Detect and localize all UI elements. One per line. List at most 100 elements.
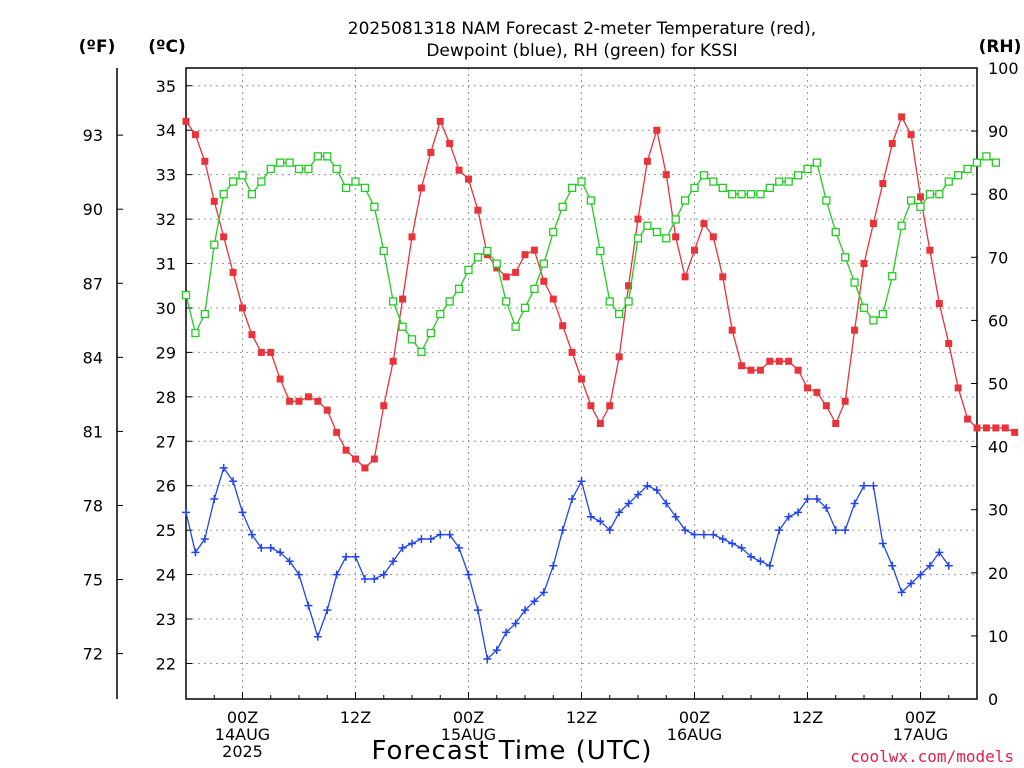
temperature-point [248, 331, 256, 339]
dewpoint-point [794, 508, 803, 517]
dewpoint-point [812, 495, 821, 504]
dewpoint-point [568, 495, 577, 504]
dewpoint-point [492, 646, 501, 655]
dewpoint-point [596, 517, 605, 526]
dewpoint-point [652, 486, 661, 495]
temperature-point [634, 215, 642, 223]
dewpoint-point [389, 557, 398, 566]
rh-point [615, 309, 624, 319]
rh-point [643, 221, 652, 230]
rh-point [906, 196, 916, 205]
dewpoint-point [888, 561, 897, 570]
celsius-tick-label: 31 [156, 255, 176, 274]
rh-point [972, 158, 982, 167]
rh-point [266, 164, 275, 174]
dewpoint-point [586, 512, 595, 521]
temperature-point [408, 233, 416, 241]
rh-point [859, 303, 869, 312]
rh-point [765, 183, 774, 193]
dewpoint-point [483, 655, 492, 664]
dewpoint-point [464, 570, 473, 579]
rh-point [341, 183, 351, 193]
temperature-point [229, 268, 237, 276]
dewpoint-point [539, 588, 548, 597]
dewpoint-point [191, 548, 200, 557]
dewpoint-point [200, 535, 209, 544]
temperature-point [304, 393, 312, 401]
temperature-point [917, 193, 924, 201]
rh-tick-label: 20 [988, 564, 1008, 583]
rh-point [888, 272, 897, 281]
rh-point [370, 202, 379, 211]
temperature-point [945, 340, 953, 348]
rh-point [219, 190, 228, 199]
rh-point [586, 196, 596, 205]
dewpoint-point [370, 575, 379, 584]
temperature-point [973, 424, 981, 432]
axis-ticks: 222324252627282930313233343500Z14AUG2025… [83, 59, 1019, 761]
rh-point [407, 335, 417, 344]
temperature-point [286, 397, 294, 405]
dewpoint-point [897, 588, 906, 597]
rh-point [492, 259, 501, 268]
dewpoint-point [530, 597, 539, 606]
temperature-point [766, 357, 774, 365]
rh-point [257, 177, 266, 186]
rh-point [417, 347, 426, 357]
dewpoint-point [709, 530, 718, 539]
rh-point [624, 297, 633, 306]
celsius-tick-label: 32 [156, 210, 176, 229]
rh-point [351, 177, 360, 186]
temperature-point [342, 446, 350, 454]
fahrenheit-tick-label: 72 [83, 645, 103, 664]
dewpoint-point [718, 535, 727, 544]
dewpoint-point [577, 477, 586, 486]
rh-point [737, 190, 746, 199]
temperature-point [295, 397, 303, 405]
temperature-point [436, 117, 444, 125]
dewpoint-point [643, 481, 652, 490]
dewpoint-point [681, 526, 690, 535]
temperature-point [201, 157, 209, 165]
rh-point [436, 309, 445, 319]
rh-point [539, 259, 548, 268]
temperature-point [804, 384, 811, 392]
rh-point [323, 152, 332, 161]
dewpoint-point [841, 526, 850, 535]
rh-point [304, 164, 313, 174]
temperature-point [220, 233, 228, 241]
rh-point [313, 152, 322, 161]
temperature-point [417, 184, 425, 192]
fahrenheit-unit-label: (ºF) [79, 37, 116, 57]
rh-point [294, 164, 304, 174]
temperature-point [869, 220, 877, 228]
celsius-tick-label: 24 [156, 566, 176, 585]
temperature-point [709, 233, 717, 241]
temperature-point [907, 131, 915, 139]
dewpoint-line [185, 466, 950, 661]
dewpoint-point [408, 539, 416, 548]
celsius-tick-label: 34 [156, 121, 176, 140]
rh-point [454, 284, 464, 294]
temperature-point [257, 348, 265, 356]
temperature-point [370, 455, 378, 463]
dewpoint-point [360, 575, 369, 584]
rh-point [426, 328, 435, 338]
rh-point [793, 171, 803, 180]
rh-point [558, 202, 567, 211]
rh-point [680, 196, 690, 205]
dewpoint-point [624, 499, 633, 508]
rh-point [869, 316, 878, 325]
dewpoint-point [860, 481, 868, 490]
rh-point [511, 322, 520, 331]
dewpoint-point [285, 557, 294, 566]
temperature-point [578, 375, 585, 383]
rh-point [756, 190, 765, 199]
dewpoint-point [784, 512, 793, 521]
rh-point [690, 183, 699, 193]
dewpoint-point [266, 543, 275, 552]
rh-point [577, 177, 586, 186]
rh-point [285, 158, 294, 167]
temperature-point [756, 366, 764, 374]
rh-point [841, 253, 850, 262]
